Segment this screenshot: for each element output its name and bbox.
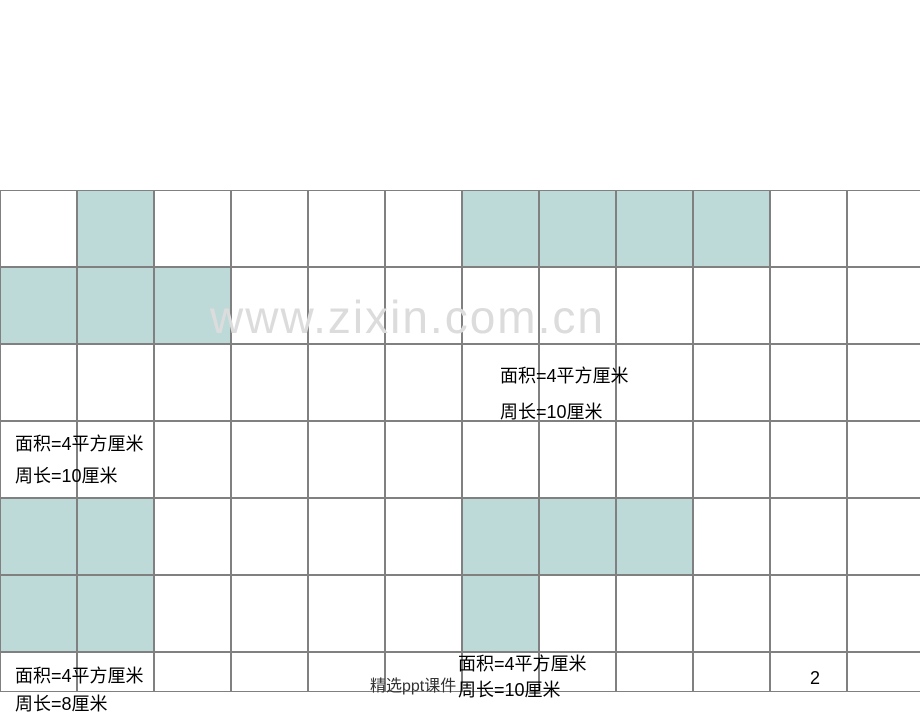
grid-cell (770, 498, 847, 575)
page-number: 2 (810, 668, 820, 689)
grid-cell (154, 498, 231, 575)
shape2-perim-label: 周长=10厘米 (500, 398, 603, 424)
grid-cell (308, 498, 385, 575)
grid-cell (462, 267, 539, 344)
grid-cell (616, 498, 693, 575)
grid-cell (462, 498, 539, 575)
grid-cell (385, 190, 462, 267)
grid-row (0, 267, 920, 344)
grid-cell (693, 421, 770, 498)
grid-row (0, 190, 920, 267)
shape3-area-label: 面积=4平方厘米 (15, 662, 144, 688)
grid-row (0, 344, 920, 421)
grid-cell (308, 267, 385, 344)
grid-cell (770, 190, 847, 267)
grid-cell (77, 575, 154, 652)
grid-cell (385, 575, 462, 652)
grid-cell (616, 652, 693, 692)
grid-cell (385, 344, 462, 421)
grid-cell (693, 652, 770, 692)
grid-cell (770, 652, 847, 692)
grid-cell (231, 421, 308, 498)
grid-cell (77, 190, 154, 267)
footer-text: 精选ppt课件 (370, 672, 456, 696)
grid-cell (462, 575, 539, 652)
grid-cell (616, 575, 693, 652)
grid-cell (154, 344, 231, 421)
grid-cell (539, 498, 616, 575)
grid-cell (462, 190, 539, 267)
grid-cell (693, 190, 770, 267)
grid-cell (231, 344, 308, 421)
grid-cell (847, 267, 920, 344)
grid-cell (308, 575, 385, 652)
shape4-perim-label: 周长=10厘米 (458, 676, 561, 702)
grid-cell (847, 498, 920, 575)
shape2-area-label: 面积=4平方厘米 (500, 362, 629, 388)
grid-cell (385, 421, 462, 498)
grid-cell (847, 190, 920, 267)
grid-cell (308, 344, 385, 421)
grid-cell (693, 498, 770, 575)
grid-cell (154, 652, 231, 692)
grid-cell (231, 190, 308, 267)
grid-cell (308, 190, 385, 267)
grid-cell (847, 421, 920, 498)
grid-cell (847, 344, 920, 421)
grid-cell (847, 575, 920, 652)
grid-cell (0, 498, 77, 575)
grid-cell (77, 344, 154, 421)
grid-row (0, 498, 920, 575)
shape4-area-label: 面积=4平方厘米 (458, 650, 587, 676)
grid-cell (154, 575, 231, 652)
grid-cell (693, 575, 770, 652)
grid-cell (0, 190, 77, 267)
grid-cell (231, 575, 308, 652)
grid-cell (77, 498, 154, 575)
grid-cell (693, 344, 770, 421)
grid-cell (77, 267, 154, 344)
grid-cell (462, 421, 539, 498)
grid-cell (693, 267, 770, 344)
shape1-area-label: 面积=4平方厘米 (15, 430, 144, 456)
grid-cell (770, 575, 847, 652)
grid-cell (385, 267, 462, 344)
grid-cell (385, 498, 462, 575)
grid-cell (154, 421, 231, 498)
grid-cell (539, 190, 616, 267)
grid-row (0, 575, 920, 652)
grid-cell (770, 421, 847, 498)
shape3-perim-label: 周长=8厘米 (15, 690, 108, 716)
grid-cell (770, 344, 847, 421)
grid-cell (154, 267, 231, 344)
grid-cell (308, 421, 385, 498)
grid-cell (231, 267, 308, 344)
grid-cell (0, 575, 77, 652)
grid-cell (616, 190, 693, 267)
shape1-perim-label: 周长=10厘米 (15, 462, 118, 488)
grid-cell (539, 575, 616, 652)
grid-cell (539, 267, 616, 344)
grid-cell (539, 421, 616, 498)
grid-cell (0, 267, 77, 344)
grid-cell (231, 498, 308, 575)
grid-cell (231, 652, 308, 692)
grid-cell (616, 267, 693, 344)
grid-cell (616, 421, 693, 498)
grid-cell (0, 344, 77, 421)
grid-cell (154, 190, 231, 267)
grid-cell (770, 267, 847, 344)
grid-cell (847, 652, 920, 692)
